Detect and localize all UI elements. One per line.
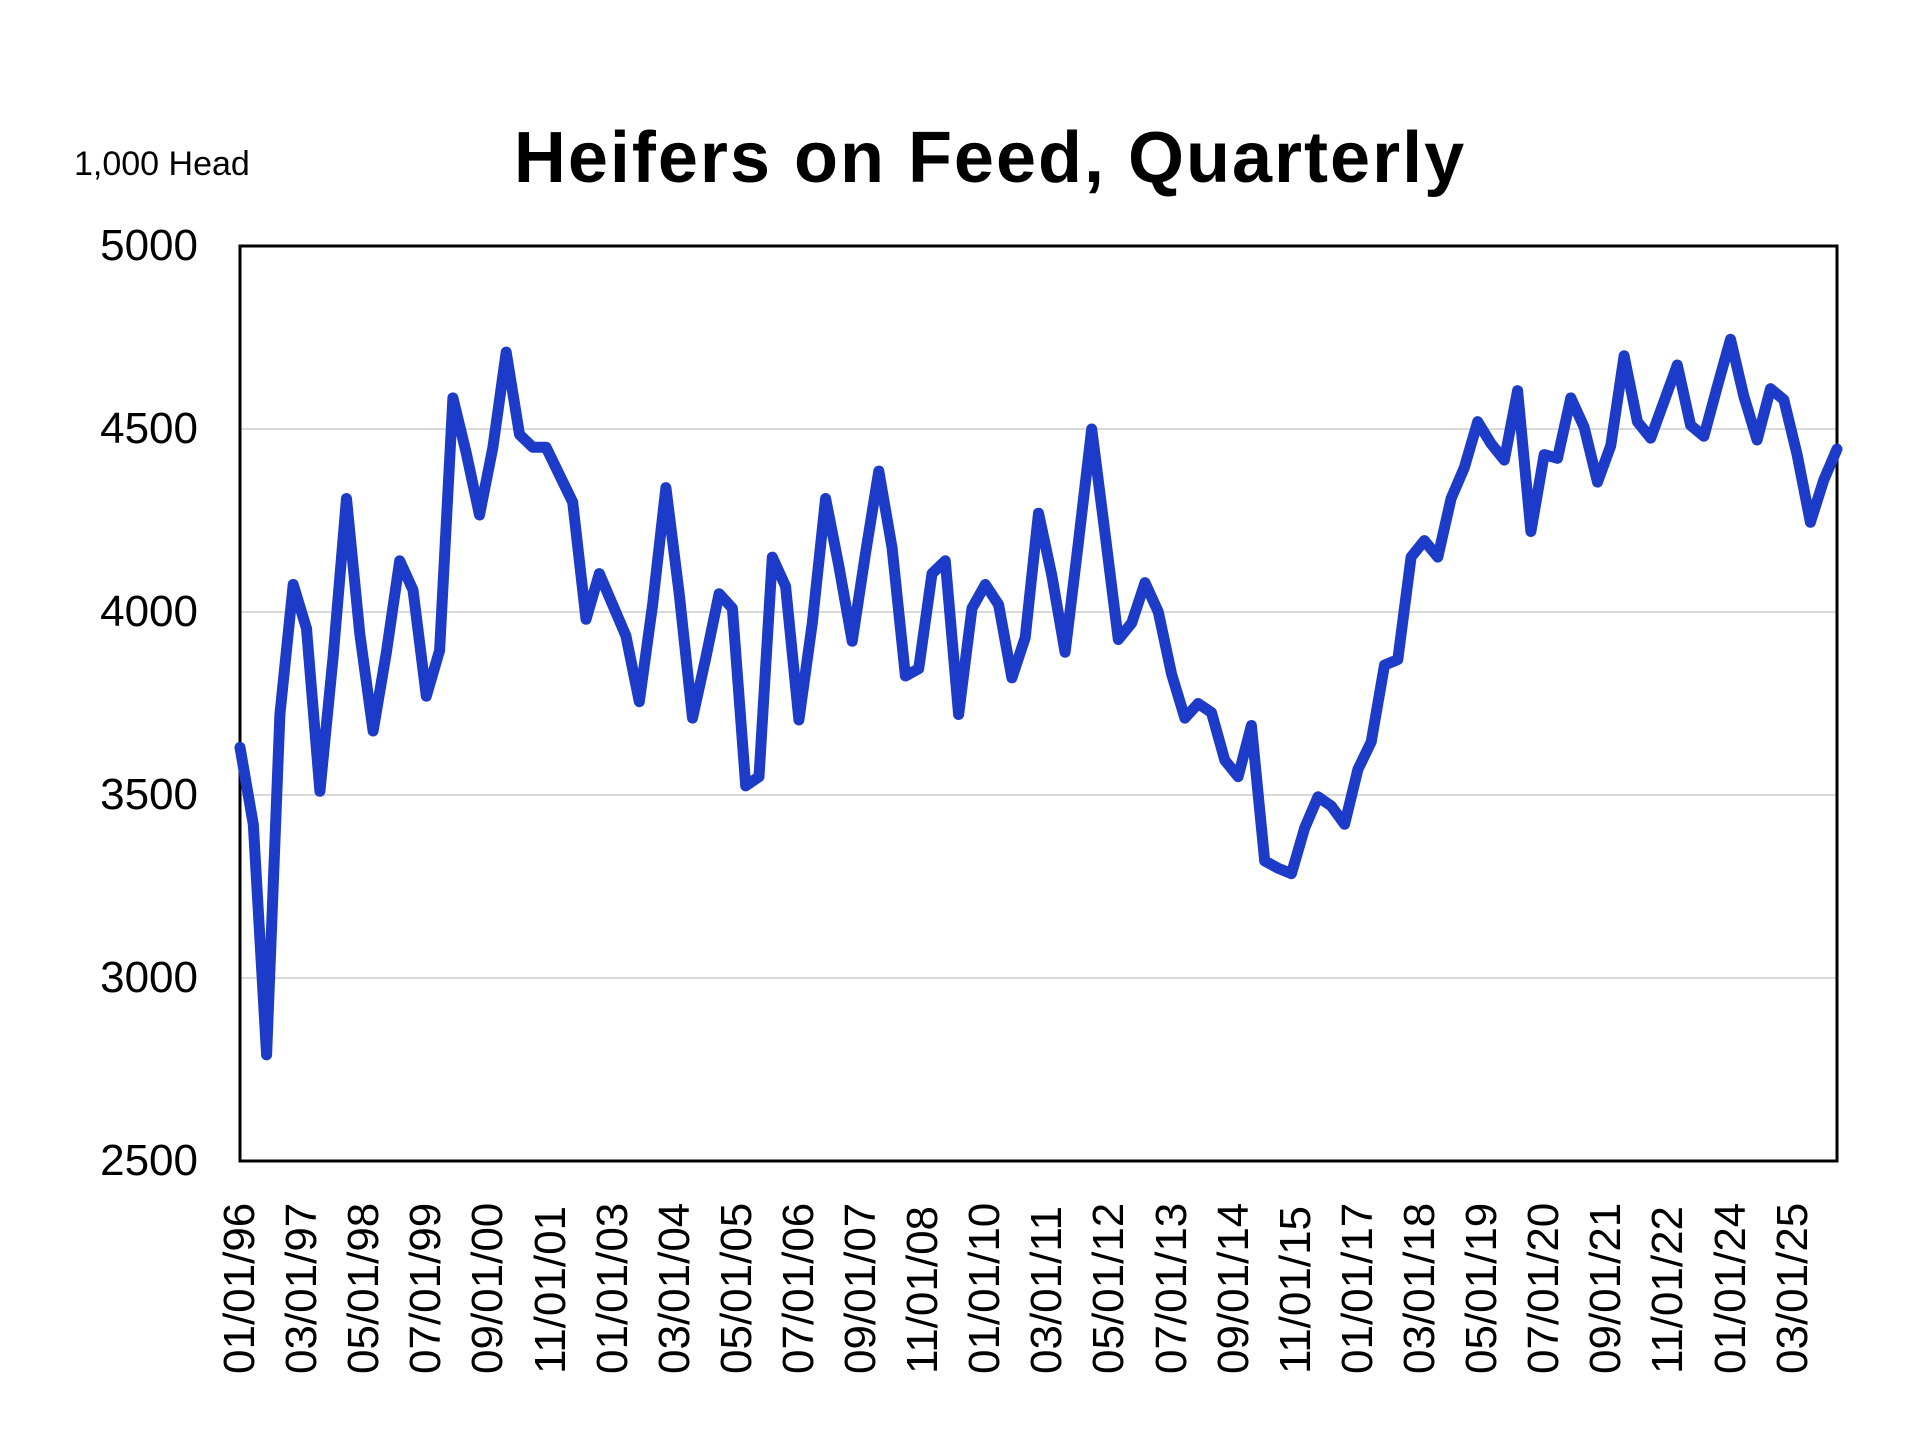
data-line bbox=[234, 333, 1843, 1061]
x-tick-label: 03/01/97 bbox=[277, 1202, 327, 1374]
x-tick-label: 09/01/14 bbox=[1208, 1202, 1258, 1374]
x-tick-label: 11/01/01 bbox=[525, 1205, 575, 1374]
x-tick-label: 05/01/98 bbox=[339, 1202, 389, 1374]
y-tick-label: 2500 bbox=[100, 1136, 198, 1185]
y-tick-label: 4000 bbox=[100, 587, 198, 636]
chart-title: Heifers on Feed, Quarterly bbox=[513, 118, 1467, 198]
y-axis-unit-label: 1,000 Head bbox=[74, 145, 250, 183]
x-tick-label: 09/01/07 bbox=[836, 1202, 886, 1374]
y-tick-label: 5000 bbox=[100, 221, 198, 270]
x-tick-label: 01/01/03 bbox=[587, 1202, 637, 1374]
x-tick-label: 01/01/24 bbox=[1705, 1202, 1755, 1374]
x-tick-label: 07/01/99 bbox=[401, 1202, 451, 1374]
x-tick-label: 03/01/04 bbox=[649, 1202, 699, 1374]
x-tick-label: 11/01/15 bbox=[1270, 1205, 1320, 1374]
x-tick-label: 11/01/22 bbox=[1643, 1205, 1693, 1374]
x-tick-label: 03/01/11 bbox=[1022, 1205, 1072, 1374]
x-tick-label: 01/01/17 bbox=[1332, 1202, 1382, 1374]
x-tick-label: 03/01/25 bbox=[1767, 1202, 1817, 1374]
x-tick-label: 05/01/12 bbox=[1084, 1202, 1134, 1374]
x-tick-label: 01/01/96 bbox=[215, 1202, 264, 1374]
x-tick-label: 11/01/08 bbox=[898, 1205, 948, 1374]
x-tick-label: 07/01/06 bbox=[773, 1202, 823, 1374]
x-tick-label: 09/01/21 bbox=[1581, 1202, 1631, 1374]
y-tick-label: 3000 bbox=[100, 953, 198, 1002]
y-tick-label: 4500 bbox=[100, 404, 198, 453]
y-tick-label: 3500 bbox=[100, 770, 198, 819]
x-tick-label: 05/01/19 bbox=[1457, 1202, 1507, 1374]
x-tick-label: 09/01/00 bbox=[463, 1202, 513, 1374]
x-tick-label: 01/01/10 bbox=[960, 1202, 1010, 1374]
x-tick-label: 03/01/18 bbox=[1395, 1202, 1444, 1374]
x-tick-label: 07/01/20 bbox=[1519, 1202, 1569, 1374]
x-tick-label: 07/01/13 bbox=[1146, 1202, 1196, 1374]
plot-border bbox=[238, 244, 1839, 1163]
x-tick-label: 05/01/05 bbox=[711, 1202, 761, 1374]
